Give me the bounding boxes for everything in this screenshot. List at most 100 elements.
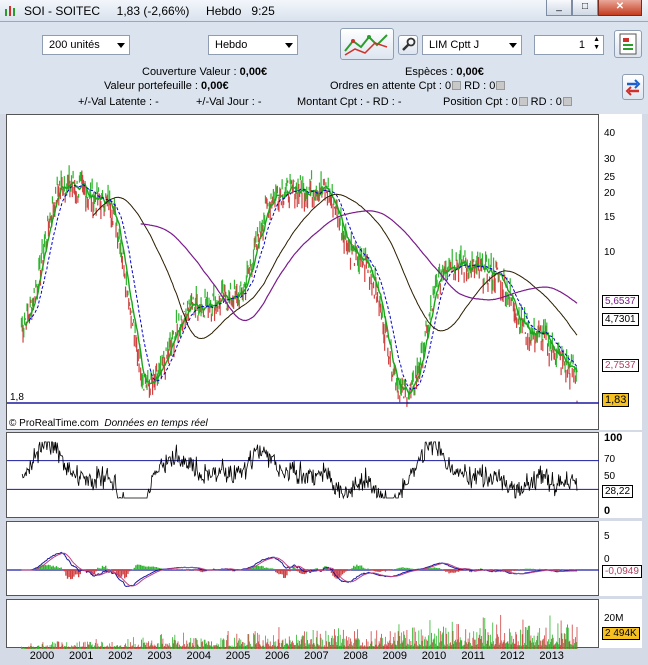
order-toolbar: 200 unités Hebdo LIM Cptt J 1 ▲ ▼ Couvert… xyxy=(0,22,648,114)
footnote-source: © ProRealTime.com xyxy=(9,418,99,429)
refresh-button[interactable] xyxy=(622,74,644,100)
especes-value: 0,00€ xyxy=(456,66,484,78)
especes: Espèces : 0,00€ xyxy=(405,66,484,78)
ordres-cpt-icon[interactable] xyxy=(452,81,462,90)
x-tick-label: 2000 xyxy=(29,650,55,662)
x-tick-label: 2010 xyxy=(421,650,447,662)
footnote-realtime: Données en temps réel xyxy=(104,418,208,429)
val-latente: +/-Val Latente : - xyxy=(78,96,159,108)
chevron-down-icon xyxy=(285,43,293,48)
couverture-value: 0,00€ xyxy=(239,66,268,78)
x-tick-label: 2013 xyxy=(539,650,564,662)
order-type-value: LIM Cptt J xyxy=(429,39,480,51)
x-tick-label: 2004 xyxy=(186,650,212,662)
indicators-button[interactable] xyxy=(340,28,394,60)
order-sheet-icon xyxy=(619,33,637,55)
rsi-panel[interactable] xyxy=(6,432,600,519)
volume-value-label: 2 494K xyxy=(602,627,640,640)
ma-mid-line xyxy=(92,193,578,340)
y-tick: 20 xyxy=(604,188,616,199)
chevron-down-icon xyxy=(117,43,125,48)
couverture-valeur: Couverture Valeur : 0,00€ xyxy=(142,66,267,78)
x-tick-label: 2008 xyxy=(343,650,368,662)
x-tick-label: 2009 xyxy=(382,650,408,662)
volume-y-axis: 20M 2 494K xyxy=(599,599,642,648)
ma-short-label: 2,7537 xyxy=(602,359,639,372)
macd-value-label: -0,0949 xyxy=(602,565,642,578)
period-select[interactable]: Hebdo xyxy=(208,35,298,55)
macd-panel[interactable] xyxy=(6,521,600,597)
spin-arrows-icon[interactable]: ▲ ▼ xyxy=(593,36,600,51)
chart-footnote: © ProRealTime.com Données en temps réel xyxy=(9,418,208,429)
quantity-value: 1 xyxy=(578,39,585,51)
ordres-label: Ordres en attente Cpt : 0 xyxy=(330,80,452,92)
ma-short-line xyxy=(24,181,578,396)
ma-long-label: 5,6537 xyxy=(602,295,639,308)
ordres-en-attente: Ordres en attente Cpt : 0 RD : 0 xyxy=(330,80,506,92)
ma-long-line xyxy=(140,210,578,322)
ma-dashed-line xyxy=(28,184,578,391)
chart-app-icon xyxy=(5,6,15,16)
x-tick-label: 2012 xyxy=(500,650,525,662)
title-bar: SOI - SOITEC 1,83 (-2,66%) Hebdo 9:25 _ … xyxy=(0,0,648,22)
time-x-axis: 2000 2001 2002 2003 2004 2005 2006 2007 2008 2009… xyxy=(6,648,599,665)
couverture-label: Couverture Valeur : xyxy=(142,66,237,78)
valeur-portefeuille: Valeur portefeuille : 0,00€ xyxy=(104,80,229,92)
chart-trend-icon xyxy=(344,34,388,56)
val-jour: +/-Val Jour : - xyxy=(196,96,262,108)
y-tick: 5 xyxy=(604,531,610,542)
montant: Montant Cpt : - RD : - xyxy=(297,96,402,108)
y-tick: 10 xyxy=(604,247,616,258)
especes-label: Espèces : xyxy=(405,66,454,78)
macd-chart[interactable] xyxy=(7,522,600,597)
order-ticket-button[interactable] xyxy=(614,30,642,58)
position-cpt-icon[interactable] xyxy=(518,97,528,106)
x-tick-label: 2007 xyxy=(304,650,329,662)
price-chart-panel[interactable]: © ProRealTime.com Données en temps réel … xyxy=(6,114,600,431)
x-tick-label: 2005 xyxy=(225,650,251,662)
position-label: Position Cpt : 0 xyxy=(443,96,518,108)
y-tick: 30 xyxy=(604,154,616,165)
settings-button[interactable] xyxy=(398,35,418,55)
wrench-icon xyxy=(402,37,416,51)
y-tick: 15 xyxy=(604,212,616,223)
ordres-rd-icon[interactable] xyxy=(496,81,506,90)
price-chart[interactable] xyxy=(7,115,600,431)
position: Position Cpt : 0 RD : 0 xyxy=(443,96,572,108)
x-tick-label: 2011 xyxy=(461,650,486,662)
rsi-chart[interactable] xyxy=(7,433,600,519)
y-tick: 20M xyxy=(604,613,624,624)
maximize-button[interactable]: □ xyxy=(572,0,598,16)
minimize-button[interactable]: _ xyxy=(546,0,572,16)
x-tick-label: 2006 xyxy=(264,650,290,662)
y-tick: 0 xyxy=(604,505,611,517)
quantity-stepper[interactable]: 1 ▲ ▼ xyxy=(534,35,604,55)
refresh-arrows-icon xyxy=(625,79,641,96)
units-select-value: 200 unités xyxy=(49,39,100,51)
y-tick: 50 xyxy=(604,471,616,482)
y-tick: 0 xyxy=(604,554,610,565)
volume-chart[interactable] xyxy=(7,600,600,649)
y-tick: 70 xyxy=(604,454,616,465)
volume-panel[interactable] xyxy=(6,599,600,649)
x-tick-label: 2002 xyxy=(108,650,133,662)
chevron-down-icon xyxy=(509,43,517,48)
price-y-axis: 40 30 25 20 15 10 5,6537 4,7301 2,7537 1… xyxy=(599,114,642,430)
rsi-y-axis: 100 70 50 28,22 0 xyxy=(599,432,642,518)
rsi-value-label: 28,22 xyxy=(602,485,634,498)
low-marker: 1,8 xyxy=(10,392,24,403)
rsi-line xyxy=(21,441,578,500)
x-tick-label: 2003 xyxy=(147,650,172,662)
order-type-select[interactable]: LIM Cptt J xyxy=(422,35,522,55)
ordres-rd-label: RD : 0 xyxy=(464,80,496,92)
y-tick: 100 xyxy=(604,432,623,444)
period-select-value: Hebdo xyxy=(215,39,248,51)
units-select[interactable]: 200 unités xyxy=(42,35,130,55)
x-tick-label: 2001 xyxy=(68,650,94,662)
position-rd-icon[interactable] xyxy=(562,97,572,106)
y-tick: 40 xyxy=(604,128,616,139)
portefeuille-value: 0,00€ xyxy=(201,80,229,92)
macd-y-axis: 5 0 -0,0949 xyxy=(599,521,642,596)
close-button[interactable]: ✕ xyxy=(598,0,642,16)
ma-mid-label: 4,7301 xyxy=(602,313,639,326)
